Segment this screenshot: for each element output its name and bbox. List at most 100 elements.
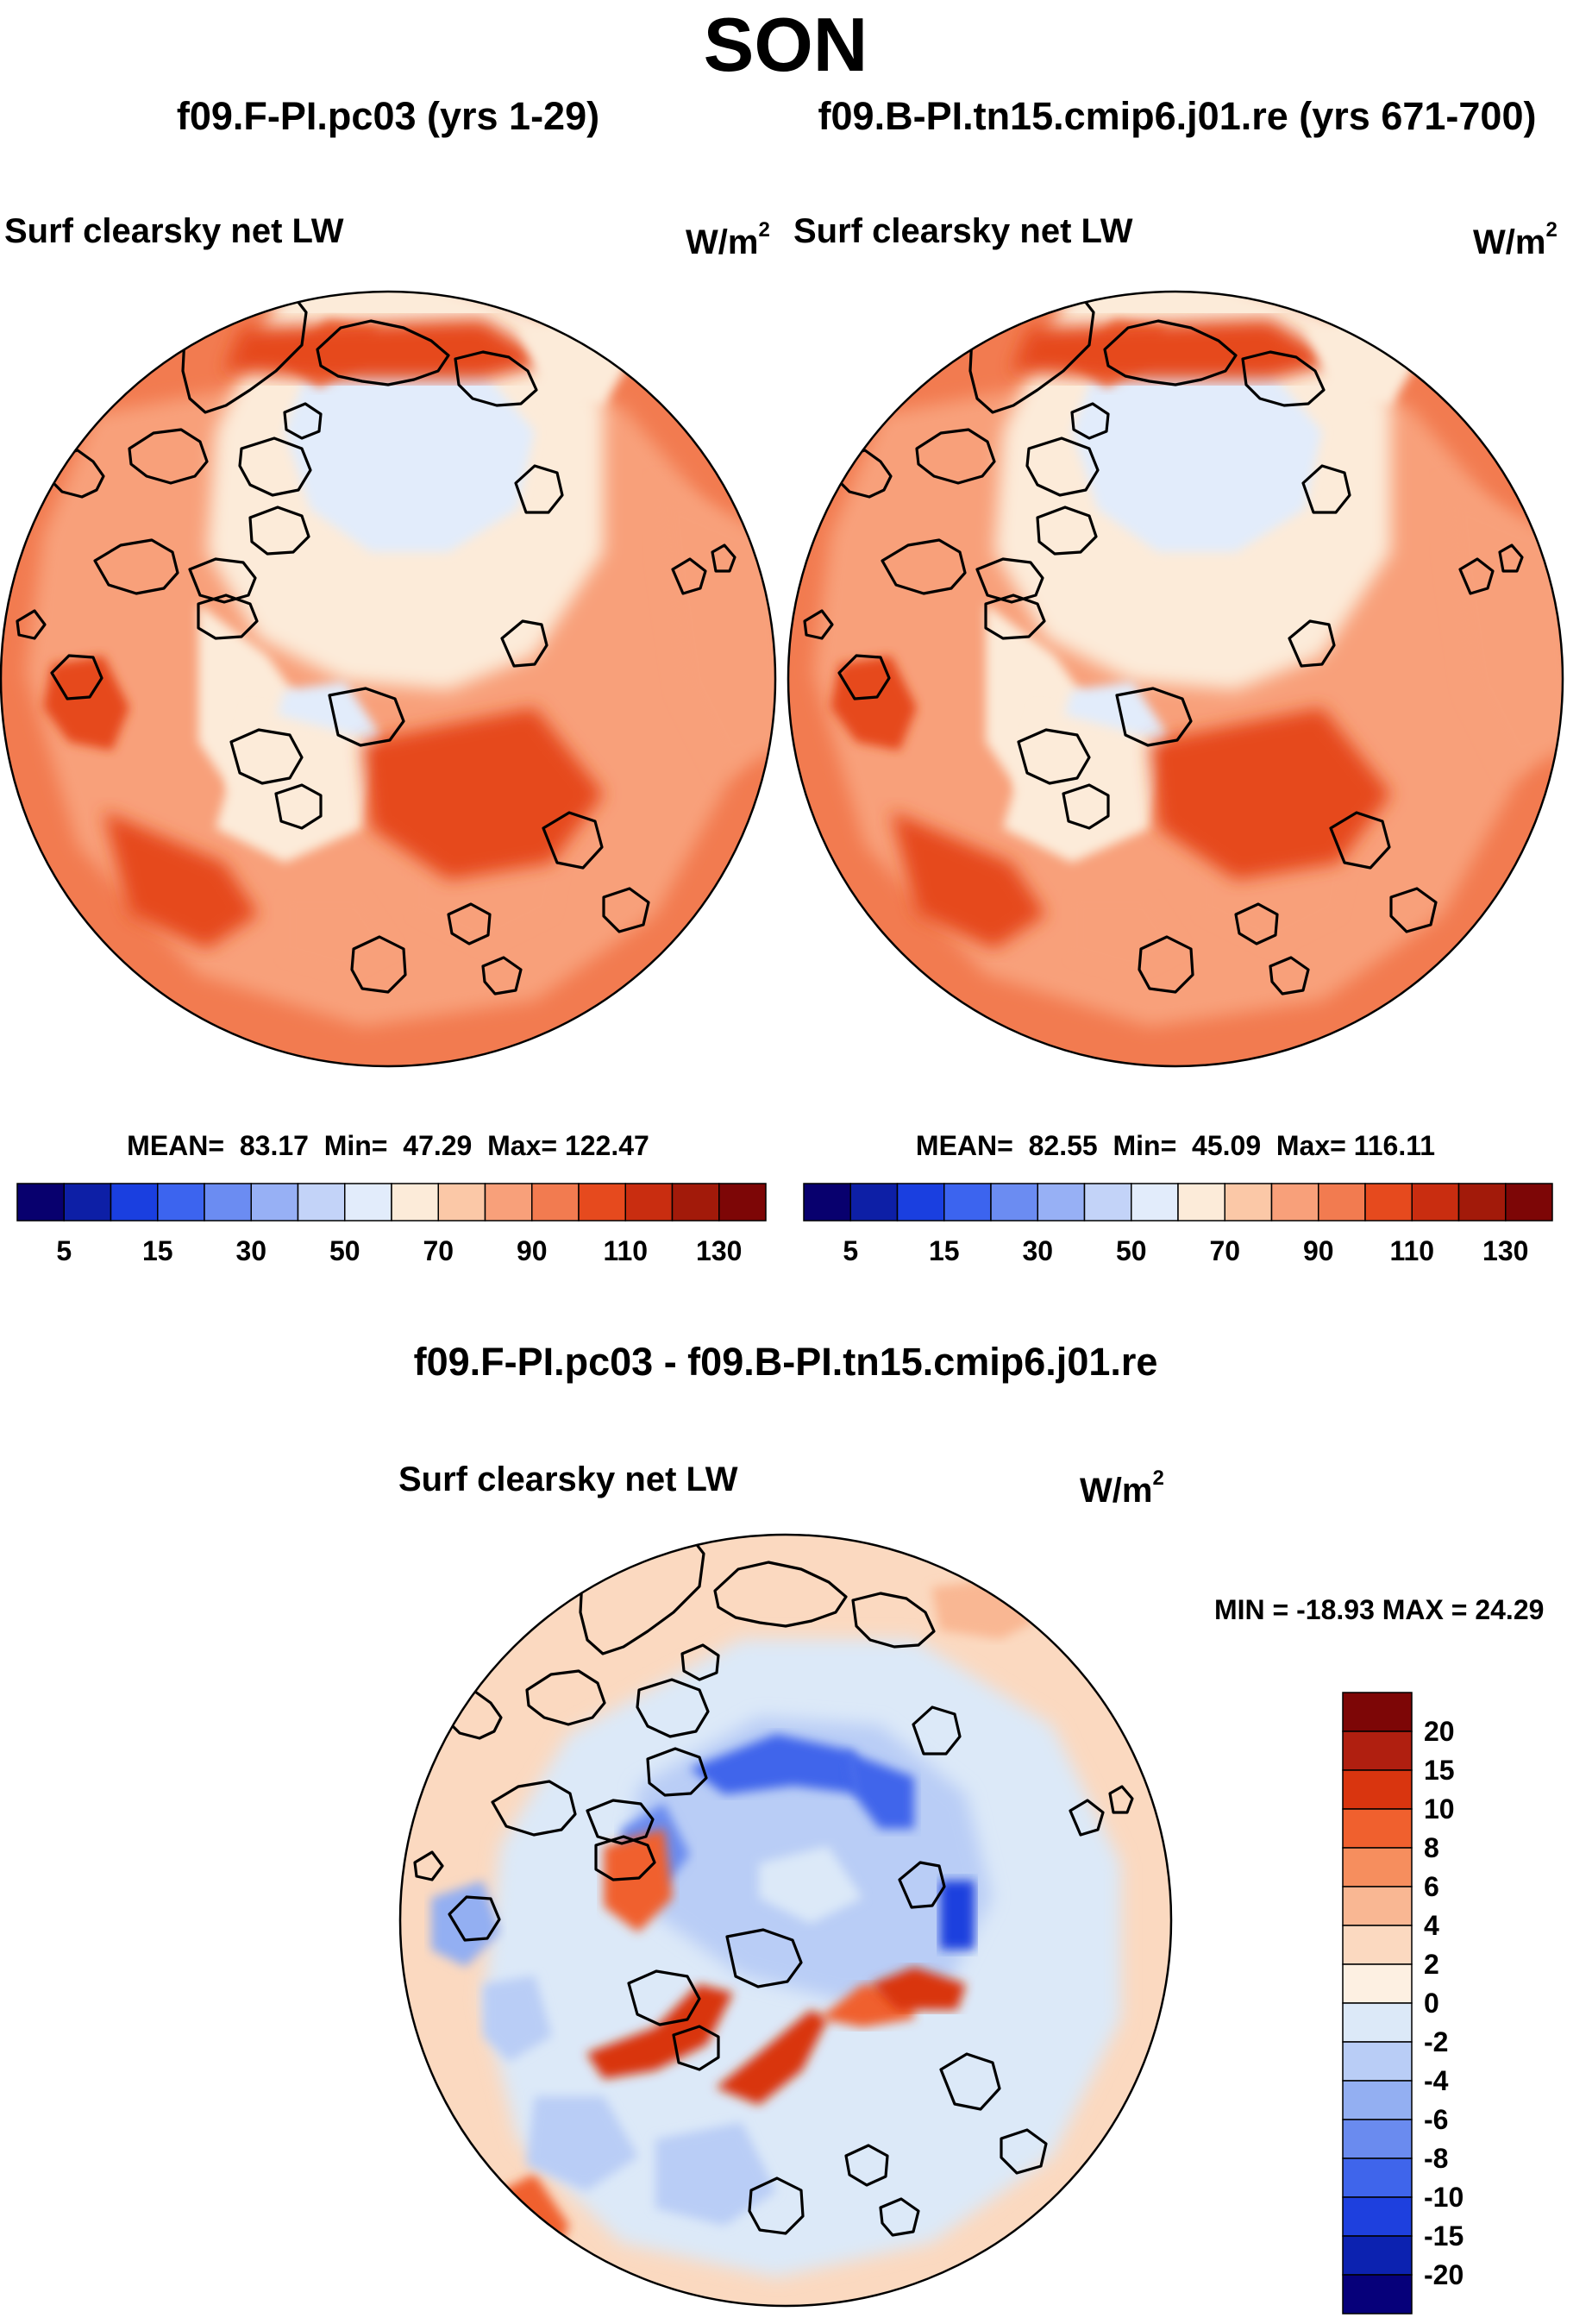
diff-colorbar-swatch-14 [1342, 2235, 1413, 2276]
right-colorbar-tick-label: 90 [1303, 1235, 1334, 1266]
diff-colorbar-swatch-4 [1342, 1847, 1413, 1887]
diff-colorbar-swatch-0 [1342, 1692, 1413, 1732]
right-colorbar-swatch-9 [1224, 1183, 1273, 1222]
left-colorbar: 5 15 30 50 70 90 110 130 [16, 1183, 767, 1266]
left-colorbar-tick-label: 50 [329, 1235, 360, 1266]
diff-colorbar-swatch-1 [1342, 1730, 1413, 1771]
diff-colorbar-tick-label: 6 [1424, 1871, 1439, 1902]
diff-colorbar-tick-label: -2 [1424, 2026, 1448, 2057]
right-colorbar-tick-label: 130 [1482, 1235, 1528, 1266]
left-colorbar-swatch-3 [157, 1183, 205, 1222]
right-colorbar-swatch-2 [896, 1183, 945, 1222]
left-polar-map [1, 292, 793, 1066]
right-colorbar-swatch-8 [1177, 1183, 1225, 1222]
right-panel-unit-label: W/m2 [1473, 218, 1558, 261]
diff-colorbar-swatch-11 [1342, 2119, 1413, 2159]
right-colorbar-swatch-11 [1318, 1183, 1366, 1222]
right-colorbar-swatch-12 [1364, 1183, 1413, 1222]
right-colorbar-swatch-0 [803, 1183, 851, 1222]
right-panel-variable-label: Surf clearsky net LW [793, 212, 1133, 250]
right-colorbar-swatch-13 [1411, 1183, 1460, 1222]
diff-colorbar-tick-label: -20 [1424, 2259, 1464, 2290]
diff-colorbar-tick-label: -6 [1424, 2104, 1448, 2135]
diff-colorbar-swatch-7 [1342, 1963, 1413, 2004]
left-colorbar-tick-label: 70 [423, 1235, 454, 1266]
right-polar-map [788, 292, 1581, 1066]
diff-colorbar-swatch-9 [1342, 2041, 1413, 2082]
right-colorbar-swatch-1 [849, 1183, 899, 1222]
right-colorbar-tick-label: 110 [1389, 1235, 1434, 1266]
diff-colorbar-swatch-2 [1342, 1769, 1413, 1810]
right-panel-case-title: f09.B-PI.tn15.cmip6.j01.re (yrs 671-700) [818, 94, 1537, 138]
diff-colorbar-tick-label: -15 [1424, 2220, 1464, 2252]
left-panel-unit-label: W/m2 [686, 218, 770, 261]
right-map-border [787, 290, 1564, 1068]
left-map-border [0, 290, 777, 1068]
right-panel-stats: MEAN= 82.55 Min= 45.09 Max= 116.11 [915, 1130, 1436, 1161]
left-colorbar-swatch-9 [437, 1183, 486, 1222]
left-colorbar-swatch-1 [63, 1183, 112, 1222]
diff-panel-minmax: MIN = -18.93 MAX = 24.29 [1214, 1594, 1545, 1625]
right-colorbar-swatch-10 [1270, 1183, 1319, 1222]
left-colorbar-swatch-8 [391, 1183, 439, 1222]
right-colorbar-tick-label: 15 [929, 1235, 960, 1266]
left-colorbar-swatch-0 [16, 1183, 65, 1222]
left-colorbar-swatch-12 [578, 1183, 626, 1222]
right-colorbar-tick-label: 70 [1209, 1235, 1240, 1266]
diff-colorbar-swatch-3 [1342, 1808, 1413, 1849]
right-colorbar-swatch-4 [990, 1183, 1038, 1222]
diff-colorbar-tick-label: 15 [1424, 1755, 1455, 1786]
diff-colorbar-tick-label: 8 [1424, 1832, 1439, 1863]
left-colorbar-swatch-11 [531, 1183, 580, 1222]
diff-panel-title: f09.F-PI.pc03 - f09.B-PI.tn15.cmip6.j01.… [413, 1340, 1158, 1384]
diff-colorbar-tick-label: 2 [1424, 1949, 1439, 1980]
diff-colorbar-tick-label: 10 [1424, 1793, 1455, 1825]
right-colorbar-swatch-7 [1131, 1183, 1179, 1222]
left-colorbar-swatch-4 [204, 1183, 252, 1222]
difference-polar-map [400, 1535, 1171, 2306]
left-colorbar-tick-label: 30 [235, 1235, 266, 1266]
right-colorbar: 5 15 30 50 70 90 110 130 [803, 1183, 1553, 1266]
diff-colorbar-swatch-12 [1342, 2158, 1413, 2198]
left-colorbar-swatch-5 [250, 1183, 299, 1222]
diff-colorbar-tick-label: 0 [1424, 1988, 1439, 2019]
right-colorbar-swatch-5 [1037, 1183, 1086, 1222]
left-colorbar-swatch-6 [297, 1183, 346, 1222]
diff-colorbar-tick-label: -10 [1424, 2182, 1464, 2213]
diff-colorbar-swatch-15 [1342, 2274, 1413, 2315]
left-colorbar-swatch-14 [671, 1183, 720, 1222]
diff-colorbar-tick-label: -8 [1424, 2143, 1448, 2174]
figure-title: SON [703, 2, 868, 87]
right-colorbar-swatch-15 [1505, 1183, 1553, 1222]
diff-map-border [398, 1533, 1173, 2308]
left-colorbar-swatch-10 [484, 1183, 533, 1222]
diff-colorbar-tick-label: 4 [1424, 1910, 1439, 1941]
diff-colorbar-tick-label: -4 [1424, 2065, 1449, 2096]
diff-panel-unit-label: W/m2 [1080, 1467, 1164, 1510]
left-colorbar-swatch-15 [718, 1183, 767, 1222]
diff-colorbar-tick-label: 20 [1424, 1716, 1455, 1747]
right-colorbar-swatch-14 [1457, 1183, 1507, 1222]
right-colorbar-tick-label: 5 [843, 1235, 858, 1266]
right-colorbar-swatch-6 [1083, 1183, 1132, 1222]
left-colorbar-tick-label: 110 [603, 1235, 648, 1266]
diff-panel-variable-label: Surf clearsky net LW [398, 1460, 738, 1498]
right-colorbar-tick-label: 50 [1116, 1235, 1147, 1266]
left-colorbar-tick-label: 15 [142, 1235, 173, 1266]
left-colorbar-swatch-13 [624, 1183, 674, 1222]
left-colorbar-swatch-2 [110, 1183, 159, 1222]
left-colorbar-tick-label: 5 [56, 1235, 72, 1266]
diff-colorbar-swatch-8 [1342, 2002, 1413, 2043]
diff-colorbar-swatch-5 [1342, 1886, 1413, 1926]
left-panel-case-title: f09.F-PI.pc03 (yrs 1-29) [176, 94, 600, 138]
diff-colorbar-swatch-13 [1342, 2196, 1413, 2237]
right-colorbar-tick-label: 30 [1022, 1235, 1053, 1266]
diff-colorbar-swatch-10 [1342, 2080, 1413, 2120]
diff-colorbar-swatch-6 [1342, 1925, 1413, 1965]
left-colorbar-tick-label: 130 [696, 1235, 742, 1266]
left-panel-variable-label: Surf clearsky net LW [4, 212, 344, 250]
left-panel-stats: MEAN= 83.17 Min= 47.29 Max= 122.47 [127, 1130, 649, 1161]
left-colorbar-tick-label: 90 [517, 1235, 548, 1266]
